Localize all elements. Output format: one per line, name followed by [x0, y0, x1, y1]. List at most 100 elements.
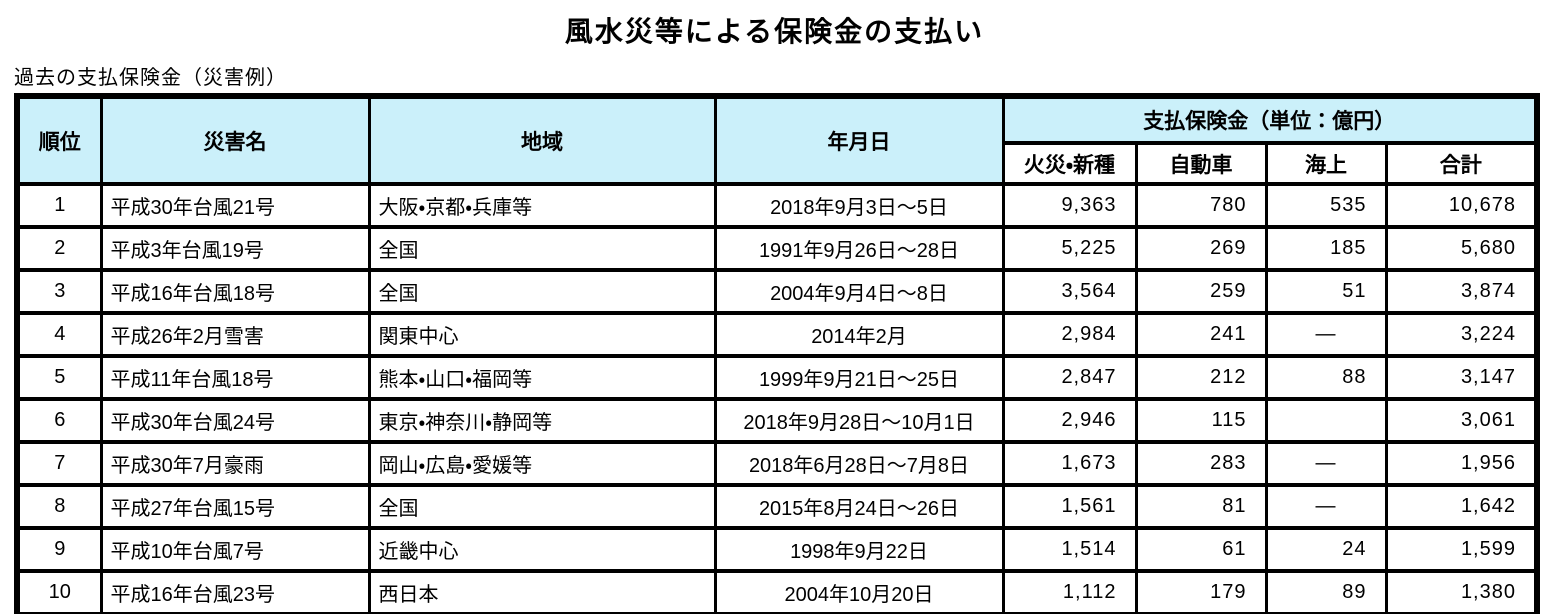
region-cell: 大阪・京都・兵庫等: [367, 182, 717, 229]
fire-amount-cell: 2,946: [1001, 397, 1138, 444]
total-amount-cell: 10,678: [1384, 182, 1539, 229]
disaster-cell: 平成16年台風18号: [99, 268, 371, 315]
disaster-cell: 平成30年台風21号: [99, 182, 371, 229]
fire-amount-cell: 9,363: [1001, 182, 1138, 229]
table-row: 2 平成3年台風19号 全国 1991年9月26日～28日 5,225 269 …: [15, 225, 1539, 272]
date-cell: 1991年9月26日～28日: [713, 225, 1005, 272]
total-amount-cell: 1,380: [1384, 569, 1539, 614]
table-row: 8 平成27年台風15号 全国 2015年8月24日～26日 1,561 81 …: [15, 483, 1539, 530]
col-header-region: 地域: [367, 94, 717, 186]
marine-amount-cell: ―: [1264, 483, 1388, 530]
col-header-fire-newtypes: 火災・新種: [1001, 141, 1138, 186]
auto-amount-cell: 269: [1134, 225, 1268, 272]
auto-amount-cell: 259: [1134, 268, 1268, 315]
date-cell: 2004年10月20日: [713, 569, 1005, 614]
table-caption: 過去の支払保険金（災害例）: [14, 67, 287, 89]
region-cell: 全国: [367, 483, 717, 530]
total-amount-cell: 3,147: [1384, 354, 1539, 401]
table-row: 1 平成30年台風21号 大阪・京都・兵庫等 2018年9月3日～5日 9,36…: [15, 182, 1539, 229]
auto-amount-cell: 212: [1134, 354, 1268, 401]
region-cell: 西日本: [367, 569, 717, 614]
date-cell: 2004年9月4日～8日: [713, 268, 1005, 315]
region-cell: 近畿中心: [367, 526, 717, 573]
rank-cell: 8: [15, 483, 103, 530]
table-row: 7 平成30年7月豪雨 岡山・広島・愛媛等 2018年6月28日～7月8日 1,…: [15, 440, 1539, 487]
region-cell: 全国: [367, 268, 717, 315]
fire-amount-cell: 1,112: [1001, 569, 1138, 614]
fire-amount-cell: 1,561: [1001, 483, 1138, 530]
marine-amount-cell: 535: [1264, 182, 1388, 229]
fire-amount-cell: 2,984: [1001, 311, 1138, 358]
disaster-cell: 平成16年台風23号: [99, 569, 371, 614]
date-cell: 2018年9月28日～10月1日: [713, 397, 1005, 444]
auto-amount-cell: 115: [1134, 397, 1268, 444]
fire-amount-cell: 1,514: [1001, 526, 1138, 573]
disaster-cell: 平成26年2月雪害: [99, 311, 371, 358]
marine-amount-cell: ―: [1264, 311, 1388, 358]
table-row: 5 平成11年台風18号 熊本・山口・福岡等 1999年9月21日～25日 2,…: [15, 354, 1539, 401]
total-amount-cell: 5,680: [1384, 225, 1539, 272]
auto-amount-cell: 81: [1134, 483, 1268, 530]
date-cell: 2018年9月3日～5日: [713, 182, 1005, 229]
insurance-payments-table: 順位 災害名 地域 年月日 支払保険金（単位：億円） 火災・新種 自動車 海上 …: [14, 93, 1540, 614]
rank-cell: 5: [15, 354, 103, 401]
date-cell: 2018年6月28日～7月8日: [713, 440, 1005, 487]
marine-amount-cell: 89: [1264, 569, 1388, 614]
table-row: 9 平成10年台風7号 近畿中心 1998年9月22日 1,514 61 24 …: [15, 526, 1539, 573]
date-cell: 2014年2月: [713, 311, 1005, 358]
rank-cell: 1: [15, 182, 103, 229]
auto-amount-cell: 241: [1134, 311, 1268, 358]
auto-amount-cell: 780: [1134, 182, 1268, 229]
region-cell: 東京・神奈川・静岡等: [367, 397, 717, 444]
region-cell: 熊本・山口・福岡等: [367, 354, 717, 401]
rank-cell: 3: [15, 268, 103, 315]
table-row: 4 平成26年2月雪害 関東中心 2014年2月 2,984 241 ― 3,2…: [15, 311, 1539, 358]
rank-cell: 9: [15, 526, 103, 573]
table-row: 6 平成30年台風24号 東京・神奈川・静岡等 2018年9月28日～10月1日…: [15, 397, 1539, 444]
table-row: 10 平成16年台風23号 西日本 2004年10月20日 1,112 179 …: [15, 569, 1539, 614]
col-header-total: 合計: [1384, 141, 1539, 186]
total-amount-cell: 3,224: [1384, 311, 1539, 358]
col-header-marine: 海上: [1264, 141, 1388, 186]
marine-amount-cell: [1264, 397, 1388, 444]
disaster-cell: 平成11年台風18号: [99, 354, 371, 401]
marine-amount-cell: ―: [1264, 440, 1388, 487]
page-title: 風水災等による保険金の支払い: [564, 16, 985, 47]
total-amount-cell: 3,874: [1384, 268, 1539, 315]
rank-cell: 2: [15, 225, 103, 272]
fire-amount-cell: 5,225: [1001, 225, 1138, 272]
fire-amount-cell: 3,564: [1001, 268, 1138, 315]
table-row: 3 平成16年台風18号 全国 2004年9月4日～8日 3,564 259 5…: [15, 268, 1539, 315]
region-cell: 全国: [367, 225, 717, 272]
header-row-sub: 火災・新種 自動車 海上 合計: [17, 141, 1539, 186]
disaster-cell: 平成3年台風19号: [99, 225, 371, 272]
date-cell: 1999年9月21日～25日: [713, 354, 1005, 401]
total-amount-cell: 1,599: [1384, 526, 1539, 573]
rank-cell: 6: [15, 397, 103, 444]
disaster-cell: 平成30年台風24号: [99, 397, 371, 444]
region-cell: 岡山・広島・愛媛等: [367, 440, 717, 487]
col-header-date: 年月日: [713, 94, 1005, 186]
auto-amount-cell: 179: [1134, 569, 1268, 614]
disaster-cell: 平成27年台風15号: [99, 483, 371, 530]
marine-amount-cell: 51: [1264, 268, 1388, 315]
total-amount-cell: 1,642: [1384, 483, 1539, 530]
date-cell: 1998年9月22日: [713, 526, 1005, 573]
rank-cell: 7: [15, 440, 103, 487]
header-row-main: 順位 災害名 地域 年月日 支払保険金（単位：億円）: [15, 94, 1539, 186]
col-header-automobile: 自動車: [1134, 141, 1268, 186]
marine-amount-cell: 88: [1264, 354, 1388, 401]
col-header-payment-group: 支払保険金（単位：億円）: [1001, 94, 1539, 145]
fire-amount-cell: 2,847: [1001, 354, 1138, 401]
disaster-cell: 平成10年台風7号: [99, 526, 371, 573]
marine-amount-cell: 24: [1264, 526, 1388, 573]
fire-amount-cell: 1,673: [1001, 440, 1138, 487]
col-header-rank: 順位: [15, 94, 103, 186]
date-cell: 2015年8月24日～26日: [713, 483, 1005, 530]
disaster-cell: 平成30年7月豪雨: [99, 440, 371, 487]
auto-amount-cell: 283: [1134, 440, 1268, 487]
rank-cell: 4: [15, 311, 103, 358]
marine-amount-cell: 185: [1264, 225, 1388, 272]
auto-amount-cell: 61: [1134, 526, 1268, 573]
